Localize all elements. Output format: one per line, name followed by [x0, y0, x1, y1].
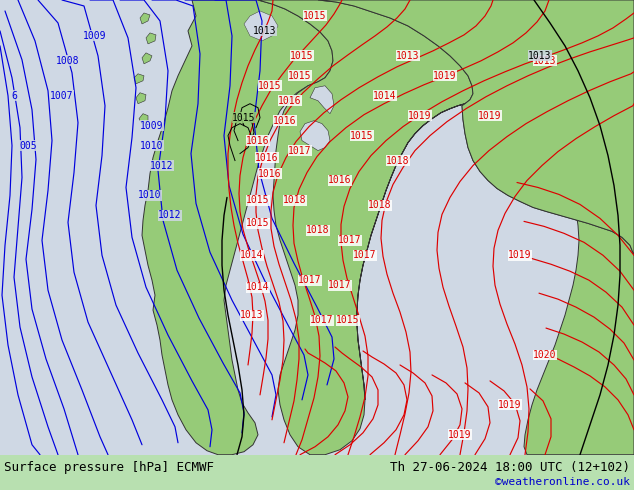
Text: 1015: 1015	[288, 71, 312, 81]
Text: 1020: 1020	[533, 350, 557, 360]
Text: 1010: 1010	[138, 191, 162, 200]
Text: 1014: 1014	[373, 91, 397, 101]
Text: 1019: 1019	[478, 111, 501, 121]
Text: 1013: 1013	[528, 51, 552, 61]
Polygon shape	[244, 11, 278, 41]
Text: 1016: 1016	[328, 175, 352, 186]
Text: 1007: 1007	[50, 91, 74, 101]
Text: Th 27-06-2024 18:00 UTC (12+102): Th 27-06-2024 18:00 UTC (12+102)	[390, 461, 630, 474]
Text: 1008: 1008	[56, 56, 80, 66]
Text: Surface pressure [hPa] ECMWF: Surface pressure [hPa] ECMWF	[4, 461, 214, 474]
Text: 1015: 1015	[232, 113, 256, 122]
Text: 1016: 1016	[246, 136, 269, 146]
Text: 6: 6	[11, 91, 17, 101]
Polygon shape	[357, 98, 634, 455]
Polygon shape	[136, 93, 146, 104]
Text: 1018: 1018	[283, 196, 307, 205]
Polygon shape	[300, 121, 330, 150]
Polygon shape	[140, 13, 150, 24]
Text: 1013: 1013	[240, 310, 264, 320]
Text: 1014: 1014	[240, 250, 264, 260]
Text: 1017: 1017	[310, 315, 333, 325]
Text: 1019: 1019	[498, 400, 522, 410]
Text: 1016: 1016	[256, 152, 279, 163]
Text: 1009: 1009	[83, 31, 107, 41]
Polygon shape	[139, 114, 148, 123]
Text: 1018: 1018	[306, 225, 330, 235]
Text: 1016: 1016	[278, 96, 302, 106]
Text: 1009: 1009	[140, 121, 164, 131]
Polygon shape	[142, 0, 333, 455]
Text: 1013: 1013	[533, 56, 557, 66]
Text: 1017: 1017	[353, 250, 377, 260]
Polygon shape	[318, 0, 634, 255]
Text: 1018: 1018	[368, 200, 392, 210]
Polygon shape	[142, 53, 152, 64]
Text: 1015: 1015	[350, 131, 374, 141]
Text: 1017: 1017	[328, 280, 352, 290]
Text: 1015: 1015	[246, 219, 269, 228]
Text: 1017: 1017	[339, 235, 362, 245]
Polygon shape	[258, 0, 473, 455]
Polygon shape	[310, 86, 334, 114]
Text: 1015: 1015	[303, 11, 327, 21]
Text: 1019: 1019	[508, 250, 532, 260]
Text: 1017: 1017	[298, 275, 321, 285]
Text: 005: 005	[19, 141, 37, 150]
Text: 1012: 1012	[158, 210, 182, 221]
Polygon shape	[146, 33, 156, 44]
Text: ©weatheronline.co.uk: ©weatheronline.co.uk	[495, 477, 630, 487]
Polygon shape	[134, 74, 144, 84]
Text: 1010: 1010	[140, 141, 164, 150]
Text: 1015: 1015	[246, 196, 269, 205]
Text: 1012: 1012	[150, 161, 174, 171]
Text: 1019: 1019	[408, 111, 432, 121]
Text: 1013: 1013	[253, 26, 277, 36]
Text: 1019: 1019	[448, 430, 472, 440]
Text: 1015: 1015	[258, 81, 281, 91]
Text: 1017: 1017	[288, 146, 312, 156]
Text: 1014: 1014	[246, 282, 269, 292]
Text: 1015: 1015	[290, 51, 314, 61]
Text: 1016: 1016	[273, 116, 297, 125]
Text: 1015: 1015	[336, 315, 359, 325]
Text: 1016: 1016	[258, 169, 281, 178]
Text: 1013: 1013	[396, 51, 420, 61]
Text: 1019: 1019	[433, 71, 456, 81]
Text: 1018: 1018	[386, 155, 410, 166]
